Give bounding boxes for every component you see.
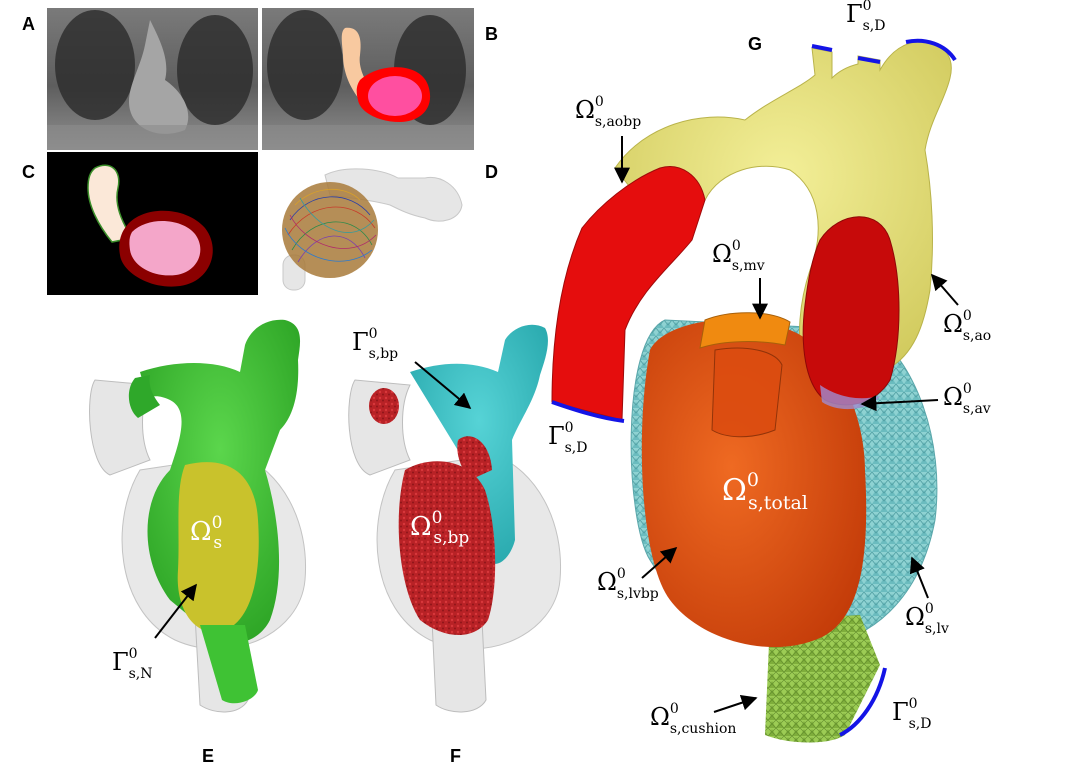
- svg-text:Ω0s,lv: Ω0 s,lv: [905, 601, 949, 637]
- svg-text:Ω0s,aobp: Ω0 s,aobp: [575, 94, 641, 130]
- svg-text:Γ0s,D: Γ0 s,D: [846, 0, 885, 34]
- label-omega-saobp: Ω0 s,aobp: [575, 94, 641, 130]
- label-omega-sbp: Ω0 s,bp: [410, 508, 469, 548]
- dirichlet-boundary-left: [551, 400, 625, 423]
- svg-text:Ω0s,ao: Ω0 s,ao: [943, 308, 991, 344]
- panel-d-label: D: [485, 162, 498, 182]
- panel-c-label: C: [22, 162, 35, 182]
- label-omega-sao: Ω0 s,ao: [943, 308, 991, 344]
- svg-text:Ω0s,cushion: Ω0 s,cushion: [650, 701, 736, 737]
- label-gamma-sbp: Γ0 s,bp: [352, 326, 398, 362]
- lv-orange-body: [641, 319, 867, 648]
- arrow-omega-sav: [860, 395, 939, 412]
- label-gamma-sD-top: Γ0 s,D: [846, 0, 885, 34]
- arrow-gamma-sN: [154, 583, 197, 639]
- dirichlet-boundary-top-1: [811, 44, 833, 52]
- segmented-lv-blood: [368, 76, 422, 116]
- cushion-region: [765, 615, 880, 743]
- panel-g-label: G: [748, 34, 762, 54]
- arrow-omega-slv: [909, 556, 929, 599]
- mitral-flap: [711, 347, 783, 438]
- arrow-omega-scushion: [713, 694, 758, 713]
- arrow-omega-sao: [930, 273, 959, 306]
- label-omega-stotal: Ω0 s,total: [722, 469, 808, 514]
- panel-a-label: A: [22, 14, 35, 34]
- svg-text:Ω0s,bp: Ω0 s,bp: [410, 508, 469, 548]
- label-omega-slvbp: Ω0 s,lvbp: [597, 566, 659, 602]
- panel-b-segmented-mri: [262, 8, 474, 150]
- dirichlet-boundary-bottom: [839, 667, 887, 737]
- panel-d-fibre-model: [282, 168, 463, 291]
- arrow-gamma-sbp: [414, 361, 472, 410]
- panel-a-mri-image: [47, 8, 258, 150]
- svg-text:Ω0s,av: Ω0 s,av: [943, 381, 991, 417]
- panel-f-label: F: [450, 746, 461, 766]
- svg-text:Ω0s: Ω0 s: [190, 513, 222, 553]
- dirichlet-boundary-top-3: [905, 38, 957, 62]
- svg-text:Ω0s,lvbp: Ω0 s,lvbp: [597, 566, 659, 602]
- svg-text:Ω0s,total: Ω0 s,total: [722, 469, 808, 514]
- label-omega-smv: Ω0 s,mv: [712, 238, 765, 274]
- aortic-bp-red: [802, 216, 900, 406]
- svg-text:Γ0s,D: Γ0 s,D: [548, 420, 587, 456]
- dirichlet-boundary-top-2: [857, 56, 881, 64]
- panel-f-boundary-domain: [348, 324, 562, 713]
- label-omega-sav: Ω0 s,av: [943, 381, 991, 417]
- label-gamma-sD-bottom: Γ0 s,D: [892, 696, 931, 732]
- red-aorta-bp: [369, 388, 399, 424]
- ghost-outlet-f: [431, 619, 487, 713]
- aobp-red: [551, 166, 706, 421]
- green-aorta-cut: [128, 375, 160, 418]
- label-omega-s: Ω0 s: [190, 513, 222, 553]
- svg-text:Γ0s,D: Γ0 s,D: [892, 696, 931, 732]
- panel-g-full-model: [551, 38, 957, 743]
- label-omega-slv: Ω0 s,lv: [905, 601, 949, 637]
- label-gamma-sN: Γ0 s,N: [112, 646, 152, 682]
- panel-e-solid-domain: [89, 319, 307, 713]
- arrow-omega-slvbp: [641, 546, 678, 579]
- red-lv-bp: [398, 461, 496, 635]
- yellow-cavity: [177, 462, 259, 633]
- panel-e-label: E: [202, 746, 214, 766]
- mitral-valve-orange: [699, 312, 791, 349]
- svg-text:Ω0s,mv: Ω0 s,mv: [712, 238, 765, 274]
- mask-lv-blood: [129, 220, 201, 276]
- panel-c-label-mask: [47, 152, 258, 295]
- label-omega-scushion: Ω0 s,cushion: [650, 701, 736, 737]
- label-gamma-sD-left: Γ0 s,D: [548, 420, 587, 456]
- red-valve-bp: [457, 436, 492, 480]
- green-outlet: [200, 625, 258, 704]
- panel-b-label: B: [485, 24, 498, 44]
- svg-text:Γ0s,bp: Γ0 s,bp: [352, 326, 398, 362]
- svg-text:Γ0s,N: Γ0 s,N: [112, 646, 152, 682]
